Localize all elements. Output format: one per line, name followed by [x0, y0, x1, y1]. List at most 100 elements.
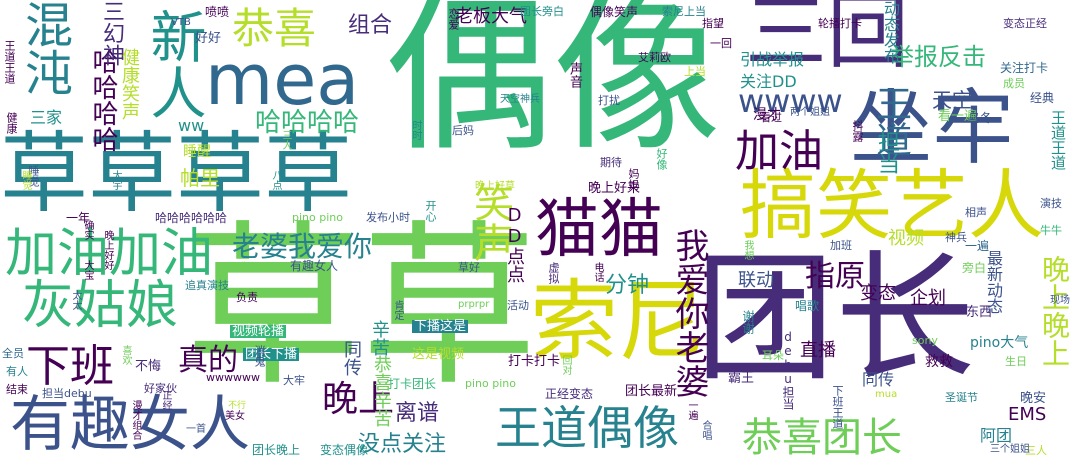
word-wudong: 乌冬 — [968, 111, 993, 125]
word-youqu-nvren: 有趣女人 — [10, 390, 250, 460]
word-haohao-v: 晚上好好 — [102, 230, 113, 270]
word-zuixin-dongtai: 最新动态 — [984, 250, 1003, 314]
word-jindian: 经典 — [1030, 91, 1055, 105]
word-atuan: 阿团 — [980, 426, 1013, 445]
word-mea: mea — [205, 39, 360, 121]
word-ww: ww — [178, 116, 205, 135]
word-bawang: 霸王 — [728, 371, 755, 386]
word-hahaha-big: 哈哈哈哈 — [255, 108, 360, 138]
word-yinzhan-jubao: 引战举报 — [740, 50, 805, 69]
word-jiayou: 加油 — [735, 126, 823, 177]
word-jieshu: 结束 — [6, 383, 28, 396]
word-pino-daqi: pino大气 — [970, 335, 1029, 351]
word-huiguniang: 灰姑娘 — [22, 276, 179, 336]
word-wanshang: 晚上 — [322, 379, 395, 420]
word-jiuzhu: 救救 — [925, 354, 953, 370]
word-guanzhu-dd: 关注DD — [740, 72, 797, 91]
word-liji-zuhe: 组合 — [348, 13, 393, 38]
word-tuanzhang: 团长 — [695, 238, 976, 401]
word-youren: 有人 — [6, 365, 28, 378]
word-gongxi: 恭喜 — [232, 4, 317, 53]
word-woxiang: 我想 — [742, 240, 753, 260]
word-wangdao-wangdao: 王道王道 — [3, 40, 16, 84]
word-zhege-shipin: 这是视频 — [412, 347, 465, 362]
word-hundun: 混沌 — [16, 0, 72, 96]
word-caohao: 草好 — [458, 261, 480, 274]
word-xiexie: 谢谢 — [741, 310, 755, 334]
word-zhengjing-zhengjing: 王道王道 — [1049, 110, 1067, 170]
word-lianggejiejie: 两个姐姐 — [790, 107, 830, 118]
word-buhui: 不悔 — [135, 359, 162, 374]
word-tuanzhang-xiabo: 团长下播 — [243, 347, 300, 362]
word-shenbing: 神兵 — [945, 231, 967, 244]
word-huidui: 回对 — [560, 355, 571, 375]
word-dongxi: 东西 — [966, 305, 993, 320]
word-zhibo: 直播 — [800, 340, 836, 361]
word-suoni-shangdang: 索尼上当 — [662, 5, 706, 18]
word-dayu: 大宇 — [110, 170, 121, 190]
word-gongxi-tuanzhang: 恭喜团长 — [742, 415, 902, 461]
word-caocao-caocao: 草草草草 — [0, 122, 353, 225]
word-queshi: 确实 — [82, 220, 93, 240]
word-sanren-v: 三人 — [280, 130, 291, 150]
word-fenzhong: 分钟 — [605, 273, 650, 298]
word-sanhui: 三回 — [745, 0, 910, 80]
word-maomao: 猫猫 — [535, 193, 663, 267]
word-vtb: VTB — [171, 17, 191, 28]
word-fabu-xiaoshi: 发布小时 — [366, 211, 410, 224]
word-lunbo-daka: 轮播打卡 — [818, 17, 862, 30]
word-houma: 后妈 — [452, 124, 474, 137]
word-bazhang: 八点 — [270, 170, 281, 190]
word-zhengjing-bentai: 正经变态 — [545, 387, 594, 401]
word-wanshang-haocao: 晚上好草 — [475, 181, 515, 192]
word-daka-daka: 打卡打卡 — [508, 354, 561, 369]
word-qihua: 企划 — [910, 288, 946, 309]
word-jubao-fanji: 举报反击 — [890, 43, 986, 71]
word-sanhuanshen: 三幻神 — [99, 0, 124, 66]
word-dayudou: 打扰 — [598, 94, 620, 107]
word-hahaha-small: 哈哈哈哈哈哈 — [155, 211, 228, 225]
word-tuanzhang-pangbai: 团长旁白 — [520, 5, 564, 18]
word-yibian: 一遍 — [965, 239, 990, 253]
word-tongchuan-v: 同传 — [341, 340, 362, 376]
word-ems: EMS — [1008, 404, 1047, 425]
word-woaini-laopo: 我爱你老婆 — [669, 228, 709, 398]
word-woshuo: 看一遍 — [938, 109, 978, 124]
word-jiaban: 加班 — [830, 239, 852, 252]
word-ganjue: 感觉 — [236, 261, 258, 274]
word-shuijiao: 睡觉 — [27, 165, 40, 187]
word-sony: sony — [912, 334, 938, 347]
word-fuze: 负责 — [236, 291, 258, 304]
word-jiankang: 健康 — [5, 112, 18, 134]
word-changge: 唱歌 — [795, 299, 820, 313]
word-jiayou-jiayou: 加油加油 — [5, 224, 214, 284]
word-yinian: 一年 — [66, 211, 91, 225]
word-yanji: 演技 — [1040, 197, 1062, 210]
word-xiaban-wangdao: 下班王道 — [831, 385, 844, 429]
word-wanshang-haolai: 晚上好来 — [588, 181, 641, 196]
word-bentai-zhengjing: 变态正经 — [1003, 17, 1047, 30]
word-niuniu: 牛牛 — [1040, 224, 1062, 237]
word-pangbai: 旁白 — [962, 261, 987, 275]
word-shipin-lunbo: 视频轮播 — [230, 324, 287, 339]
word-dalao: 大牢 — [283, 374, 305, 387]
word-xiaban: 下班 — [26, 341, 114, 392]
word-guanzhu-daka: 关注打卡 — [1000, 61, 1049, 75]
word-pali: 帕里 — [180, 166, 220, 190]
word-zhuiji-yanji: 追真演技 — [185, 279, 229, 292]
word-tuanzhang-wanshang: 团长晚上 — [252, 443, 301, 457]
word-yishou: 一首 — [186, 424, 206, 435]
word-mancai-zuhe: 漫才组合 — [130, 400, 141, 440]
word-ouxiang-xiaosheng: 偶像笑声 — [590, 5, 639, 19]
word-shuixing: 睡醒 — [183, 144, 211, 160]
word-aililou: 艾莉欧 — [638, 51, 671, 64]
word-meinv: 美女 — [225, 411, 245, 422]
word-caocao-big: 草草 — [185, 205, 538, 410]
word-erduo: 耳朵 — [762, 349, 784, 362]
word-sanren: 三人 — [1025, 444, 1047, 457]
word-qidai: 期待 — [600, 156, 622, 169]
word-mua: mua — [875, 389, 898, 400]
word-youqu: 有趣女人 — [290, 259, 339, 273]
word-wwwwwwww: wwwwww — [206, 371, 260, 384]
